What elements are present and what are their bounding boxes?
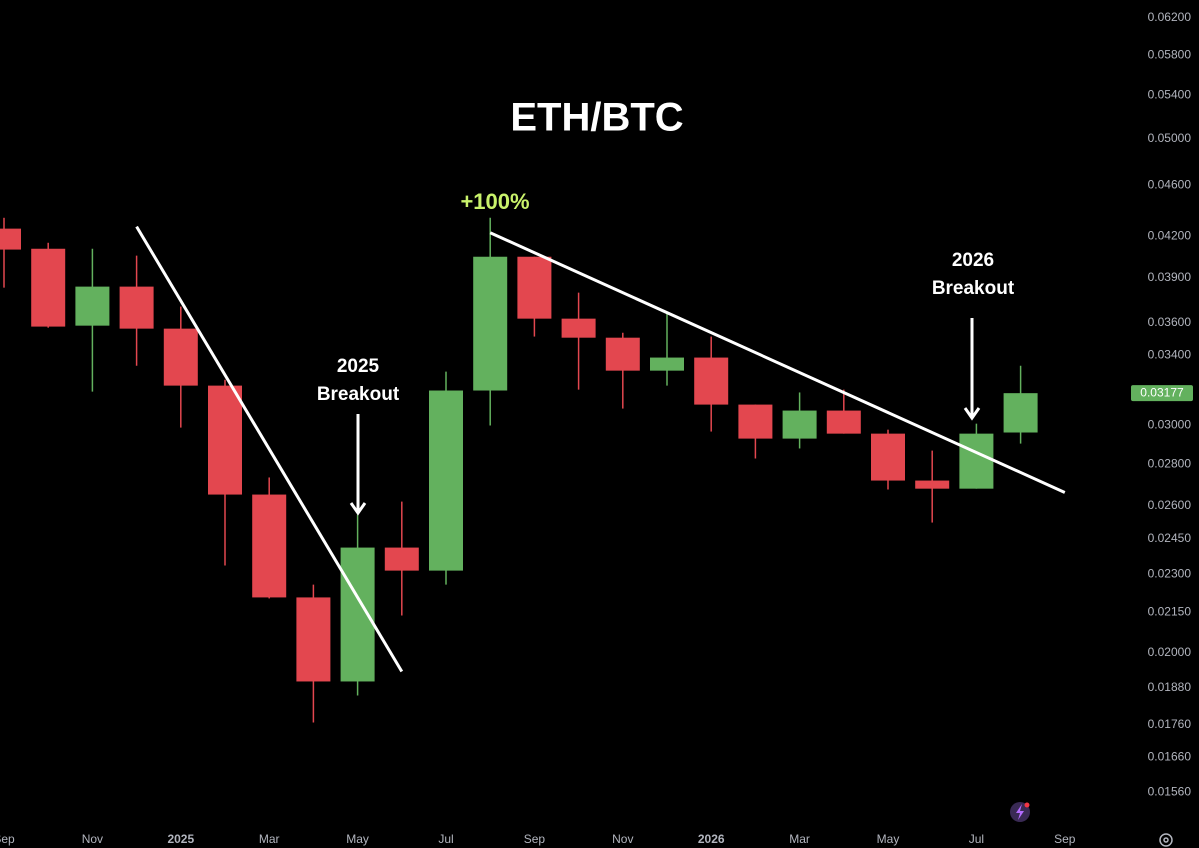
y-tick-label: 0.05000 (1148, 131, 1192, 145)
candle-body (163, 328, 198, 386)
y-tick-label: 0.03600 (1148, 315, 1192, 329)
candle-body (252, 494, 287, 598)
candle-body (738, 404, 773, 439)
candle-body (782, 410, 817, 439)
candle-body (384, 547, 419, 571)
candle-body (119, 286, 154, 329)
arrow (349, 318, 981, 516)
candle-body (517, 256, 552, 319)
x-tick-label: Nov (612, 832, 633, 846)
candle-body (75, 286, 110, 326)
breakout-annotation: 2025 (337, 356, 380, 377)
candle-body (473, 256, 508, 391)
x-tick-label: May (346, 832, 369, 846)
y-tick-label: 0.03400 (1148, 347, 1192, 361)
x-tick-label: Jul (438, 832, 453, 846)
last-price-box (1131, 385, 1193, 402)
x-tick-label: Mar (259, 832, 280, 846)
candle-body (650, 357, 684, 371)
x-tick-label: Nov (82, 832, 103, 846)
candle-body (1003, 393, 1038, 433)
candle-body (31, 248, 66, 327)
x-tick-label: Mar (789, 832, 810, 846)
candle-body (871, 433, 905, 481)
trendline (135, 225, 404, 673)
peak-annotation: +100% (460, 189, 529, 214)
candle-body (605, 337, 640, 371)
breakout-annotation: 2026 (952, 250, 994, 271)
x-tick-label: Sep (524, 832, 546, 846)
y-tick-label: 0.02800 (1148, 456, 1192, 470)
y-tick-label: 0.05400 (1148, 88, 1192, 102)
y-tick-label: 0.05800 (1148, 47, 1192, 61)
x-tick-label: Jul (969, 832, 984, 846)
x-tick-label: Sep (0, 832, 15, 846)
y-tick-label: 0.01880 (1148, 680, 1192, 694)
alert-icon[interactable] (1010, 802, 1030, 822)
y-tick-label: 0.01760 (1148, 717, 1192, 731)
last-price-label: 0.03177 (1140, 385, 1184, 399)
candle-body (915, 480, 950, 489)
x-tick-label: Sep (1054, 832, 1076, 846)
candle-body (826, 410, 861, 434)
candle-body (694, 357, 729, 405)
candles (0, 217, 1038, 723)
y-tick-label: 0.02450 (1148, 531, 1192, 545)
y-tick-label: 0.02600 (1148, 498, 1192, 512)
y-tick-label: 0.04200 (1148, 229, 1192, 243)
y-tick-label: 0.04600 (1148, 178, 1192, 192)
candle-body (561, 318, 596, 338)
settings-icon[interactable] (1159, 833, 1173, 847)
breakout-annotation: Breakout (317, 384, 400, 405)
candle-body (959, 433, 994, 489)
breakout-annotation: Breakout (932, 278, 1015, 299)
candle-body (429, 390, 463, 571)
trendline (489, 231, 1066, 494)
x-tick-label: May (877, 832, 900, 846)
y-tick-label: 0.06200 (1148, 10, 1192, 24)
y-tick-label: 0.01560 (1148, 785, 1192, 799)
candle-body (296, 597, 331, 682)
candle-body (208, 385, 242, 495)
x-tick-label: 2025 (167, 832, 194, 846)
y-tick-label: 0.01660 (1148, 750, 1192, 764)
y-tick-label: 0.02300 (1148, 567, 1192, 581)
y-tick-label: 0.03900 (1148, 270, 1192, 284)
x-tick-label: 2026 (698, 832, 725, 846)
y-tick-label: 0.03000 (1148, 418, 1192, 432)
chart-title: ETH/BTC (510, 96, 683, 140)
y-tick-label: 0.02000 (1148, 645, 1192, 659)
candle-body (0, 228, 21, 250)
y-tick-label: 0.02150 (1148, 605, 1192, 619)
